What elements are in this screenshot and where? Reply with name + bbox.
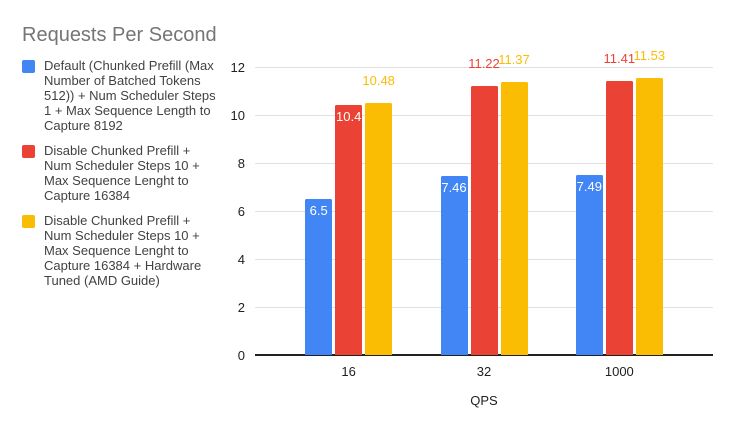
x-tick-label-1000: 1000 xyxy=(604,364,634,379)
legend-label: Default (Chunked Prefill (Max Number of … xyxy=(44,58,216,133)
y-tick-label-6: 6 xyxy=(237,204,245,219)
y-tick-label-10: 10 xyxy=(230,108,245,123)
legend-label: Disable Chunked Prefill + Num Scheduler … xyxy=(44,213,202,288)
y-tick-label-0: 0 xyxy=(237,348,245,363)
legend-item-series2[interactable]: Disable Chunked Prefill + Num Scheduler … xyxy=(22,143,218,203)
bar-value-label: 6.5 xyxy=(309,203,328,218)
legend: Default (Chunked Prefill (Max Number of … xyxy=(22,58,218,288)
chart-title: Requests Per Second xyxy=(22,24,217,46)
bar-value-label: 11.22 xyxy=(468,55,500,71)
bar-series1-16[interactable] xyxy=(305,199,333,355)
bar-series2-1000[interactable] xyxy=(605,81,633,355)
bar-series1-32[interactable] xyxy=(440,175,468,355)
y-tick-label-4: 4 xyxy=(237,252,245,267)
bar-value-label: 11.37 xyxy=(498,52,530,68)
y-tick-label-8: 8 xyxy=(237,156,245,171)
bar-series3-32[interactable] xyxy=(500,82,528,355)
bar-value-label: 10.4 xyxy=(336,109,362,125)
bar-series1-1000[interactable] xyxy=(575,175,603,355)
legend-swatch-icon xyxy=(22,60,35,73)
legend-swatch-icon xyxy=(22,145,35,158)
y-tick-label-12: 12 xyxy=(230,60,245,75)
bar-series3-1000[interactable] xyxy=(635,78,663,355)
x-axis-title: QPS xyxy=(470,393,498,408)
bar-value-label: 10.48 xyxy=(362,73,395,89)
y-tick-label-2: 2 xyxy=(237,300,245,315)
bar-value-label: 11.53 xyxy=(633,48,666,64)
legend-item-series1[interactable]: Default (Chunked Prefill (Max Number of … xyxy=(22,58,218,133)
legend-swatch-icon xyxy=(22,215,35,228)
bar-value-label: 7.46 xyxy=(441,179,467,195)
x-tick-label-16: 16 xyxy=(341,364,356,379)
gridline-12 xyxy=(255,66,713,68)
bar-series2-16[interactable] xyxy=(335,105,363,355)
bar-series3-16[interactable] xyxy=(365,103,393,355)
bar-value-label: 7.49 xyxy=(576,179,602,195)
bar-series2-32[interactable] xyxy=(470,85,498,355)
legend-label: Disable Chunked Prefill + Num Scheduler … xyxy=(44,143,200,203)
legend-item-series3[interactable]: Disable Chunked Prefill + Num Scheduler … xyxy=(22,213,218,288)
x-tick-label-32: 32 xyxy=(476,364,492,379)
bar-value-label: 11.41 xyxy=(603,51,636,67)
